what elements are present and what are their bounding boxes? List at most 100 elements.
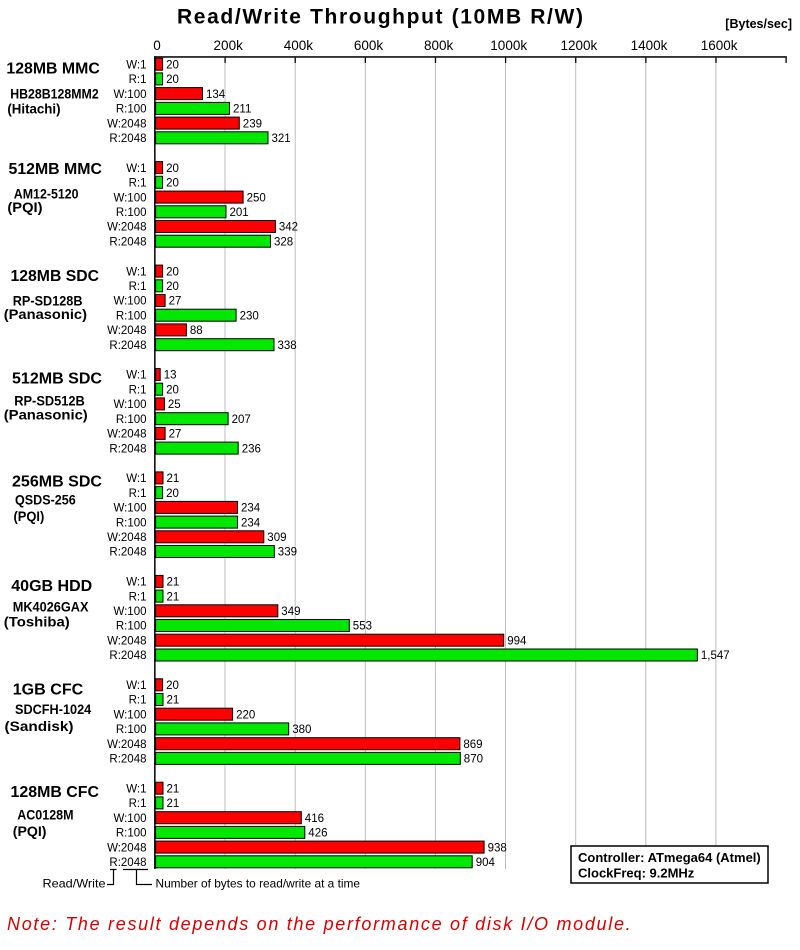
svg-text:600k: 600k <box>354 38 384 53</box>
svg-text:R:2048: R:2048 <box>109 650 146 662</box>
svg-text:R:100: R:100 <box>116 104 147 116</box>
svg-text:SDCFH-1024: SDCFH-1024 <box>15 701 91 717</box>
svg-text:R:2048: R:2048 <box>109 133 146 145</box>
svg-text:RP-SD128B: RP-SD128B <box>13 292 83 308</box>
svg-text:321: 321 <box>272 133 291 145</box>
svg-text:27: 27 <box>169 296 182 308</box>
svg-text:128MB MMC: 128MB MMC <box>6 61 99 78</box>
svg-text:QSDS-256: QSDS-256 <box>15 491 76 507</box>
svg-text:328: 328 <box>274 236 293 248</box>
svg-text:R:2048: R:2048 <box>109 236 146 248</box>
svg-text:R:1: R:1 <box>129 384 147 396</box>
svg-text:(Panasonic): (Panasonic) <box>4 306 87 322</box>
svg-text:(Toshiba): (Toshiba) <box>4 613 70 629</box>
svg-text:(Hitachi): (Hitachi) <box>7 101 60 117</box>
svg-text:R:100: R:100 <box>116 310 147 322</box>
svg-text:R:100: R:100 <box>116 207 147 219</box>
svg-text:R:2048: R:2048 <box>109 443 146 455</box>
svg-text:0: 0 <box>153 38 161 53</box>
svg-text:234: 234 <box>241 517 261 529</box>
svg-text:Number of bytes to read/write: Number of bytes to read/write at a time <box>156 877 361 891</box>
svg-text:1GB CFC: 1GB CFC <box>13 682 84 699</box>
svg-text:W:100: W:100 <box>113 606 146 618</box>
svg-text:380: 380 <box>292 724 311 736</box>
svg-text:21: 21 <box>167 783 180 795</box>
svg-text:88: 88 <box>190 325 203 337</box>
svg-text:R:1: R:1 <box>129 74 147 86</box>
svg-text:20: 20 <box>166 266 179 278</box>
svg-text:250: 250 <box>247 192 266 204</box>
svg-text:236: 236 <box>242 443 261 455</box>
svg-text:21: 21 <box>167 577 180 589</box>
svg-text:1000k: 1000k <box>490 38 527 53</box>
svg-text:1,547: 1,547 <box>701 650 730 662</box>
svg-text:R:1: R:1 <box>129 488 147 500</box>
svg-text:W:2048: W:2048 <box>107 532 146 544</box>
svg-text:W:2048: W:2048 <box>107 325 146 337</box>
svg-text:W:1: W:1 <box>126 577 146 589</box>
svg-text:339: 339 <box>278 547 297 559</box>
svg-text:W:100: W:100 <box>113 503 146 515</box>
svg-text:1400k: 1400k <box>631 38 668 53</box>
svg-text:R:100: R:100 <box>116 621 147 633</box>
svg-text:W:1: W:1 <box>126 266 146 278</box>
svg-text:230: 230 <box>240 310 259 322</box>
svg-text:W:1: W:1 <box>126 783 146 795</box>
svg-text:239: 239 <box>243 118 262 130</box>
svg-text:W:2048: W:2048 <box>107 429 146 441</box>
svg-text:(PQI): (PQI) <box>7 199 42 215</box>
svg-text:(PQI): (PQI) <box>13 823 47 839</box>
svg-text:20: 20 <box>166 163 179 175</box>
svg-text:[Bytes/sec]: [Bytes/sec] <box>725 17 792 31</box>
svg-text:R:1: R:1 <box>129 281 147 293</box>
svg-text:HB28B128MM2: HB28B128MM2 <box>10 86 99 102</box>
svg-text:R:100: R:100 <box>116 517 147 529</box>
svg-text:25: 25 <box>168 399 181 411</box>
svg-text:W:100: W:100 <box>113 399 146 411</box>
svg-text:W:1: W:1 <box>126 680 146 692</box>
svg-text:R:1: R:1 <box>129 591 147 603</box>
svg-text:W:100: W:100 <box>113 192 146 204</box>
svg-text:W:1: W:1 <box>126 59 146 71</box>
svg-text:21: 21 <box>167 798 180 810</box>
svg-text:Read/Write: Read/Write <box>43 877 106 891</box>
svg-text:20: 20 <box>166 680 179 692</box>
svg-text:21: 21 <box>167 473 180 485</box>
svg-text:20: 20 <box>166 384 179 396</box>
svg-text:207: 207 <box>232 414 251 426</box>
svg-text:13: 13 <box>164 370 177 382</box>
svg-text:134: 134 <box>206 89 226 101</box>
svg-text:20: 20 <box>166 488 179 500</box>
svg-text:338: 338 <box>278 340 297 352</box>
svg-text:1600k: 1600k <box>701 38 738 53</box>
svg-text:R:1: R:1 <box>129 178 147 190</box>
svg-text:869: 869 <box>463 739 482 751</box>
svg-text:W:100: W:100 <box>113 709 146 721</box>
svg-text:512MB SDC: 512MB SDC <box>12 371 102 388</box>
svg-text:W:2048: W:2048 <box>107 739 146 751</box>
svg-text:211: 211 <box>233 104 251 116</box>
svg-text:220: 220 <box>236 709 255 721</box>
svg-text:512MB MMC: 512MB MMC <box>9 161 102 178</box>
svg-text:Note: The result depends on th: Note: The result depends on the performa… <box>7 914 632 934</box>
svg-text:R:100: R:100 <box>116 414 147 426</box>
svg-text:20: 20 <box>166 178 179 190</box>
svg-text:RP-SD512B: RP-SD512B <box>14 392 85 408</box>
svg-text:W:2048: W:2048 <box>107 842 146 854</box>
svg-text:870: 870 <box>464 754 483 766</box>
svg-text:201: 201 <box>230 207 249 219</box>
svg-text:21: 21 <box>167 591 180 603</box>
svg-text:553: 553 <box>353 621 372 633</box>
svg-text:W:100: W:100 <box>113 296 146 308</box>
svg-text:R:100: R:100 <box>116 828 147 840</box>
svg-text:309: 309 <box>267 532 286 544</box>
svg-text:R:2048: R:2048 <box>109 547 146 559</box>
svg-text:128MB SDC: 128MB SDC <box>11 268 100 285</box>
svg-text:20: 20 <box>166 74 179 86</box>
svg-text:256MB SDC: 256MB SDC <box>12 473 102 490</box>
svg-text:400k: 400k <box>284 38 314 53</box>
svg-text:W:100: W:100 <box>113 89 146 101</box>
svg-text:800k: 800k <box>424 38 454 53</box>
svg-text:128MB CFC: 128MB CFC <box>11 784 100 801</box>
svg-text:AC0128M: AC0128M <box>17 807 73 823</box>
